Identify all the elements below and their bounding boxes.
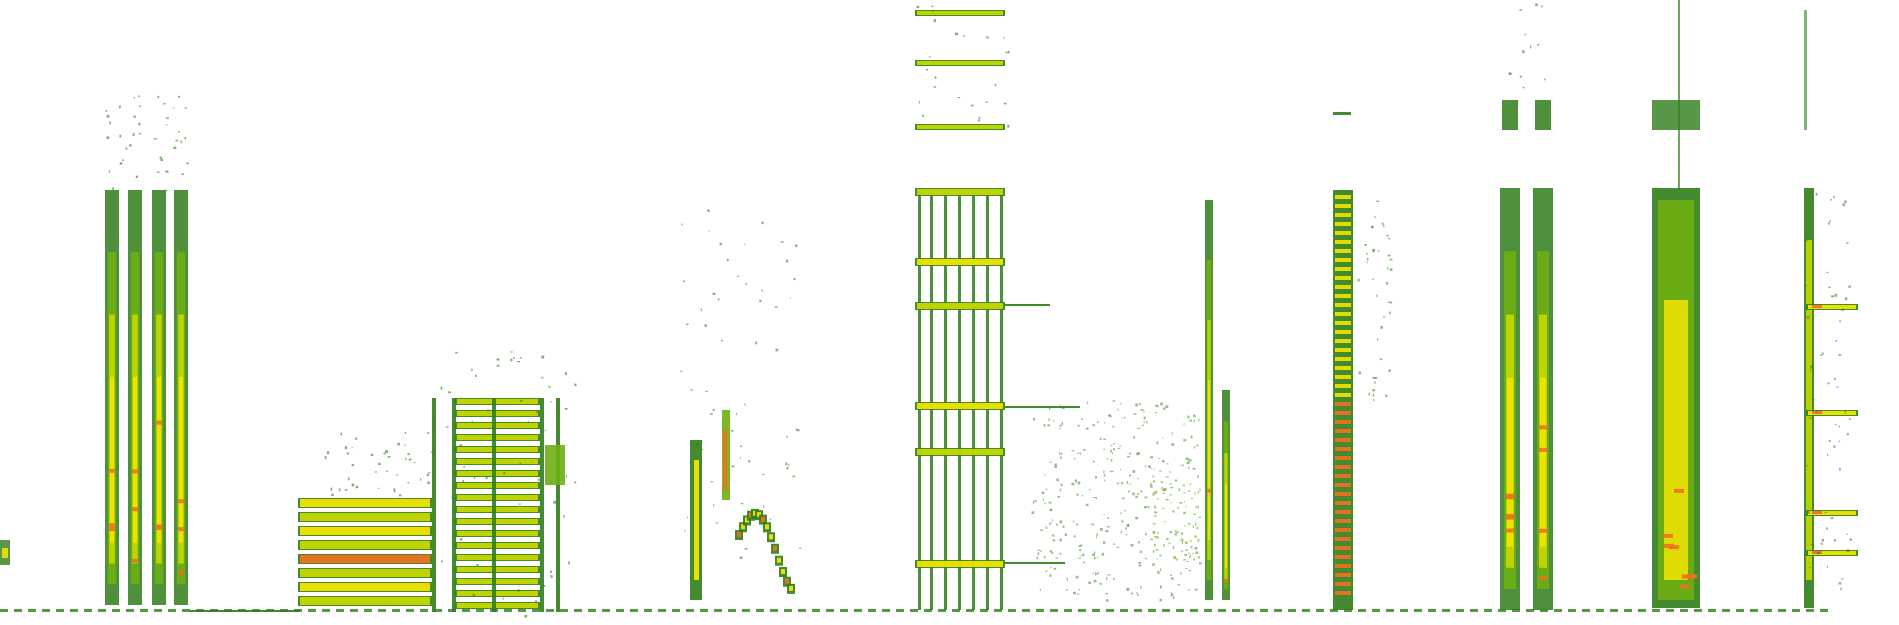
call-segment (680, 209, 802, 600)
call-segment (1500, 3, 1553, 610)
call-segment (1804, 10, 1858, 608)
call-segment (1205, 200, 1230, 600)
call-segment (1652, 0, 1700, 608)
call-segment (105, 95, 189, 605)
call-segment (0, 540, 10, 565)
call-segment (430, 351, 577, 618)
call-segment (1333, 112, 1393, 610)
baseline-trace (0, 609, 1828, 612)
call-segment (298, 432, 432, 606)
call-segment (915, 5, 1080, 610)
call-segment (1031, 400, 1202, 602)
spectrogram-segments (0, 0, 1858, 618)
